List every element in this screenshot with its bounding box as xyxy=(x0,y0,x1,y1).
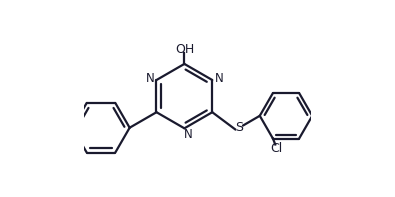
Text: OH: OH xyxy=(175,43,194,56)
Text: N: N xyxy=(145,72,154,85)
Text: N: N xyxy=(184,128,192,141)
Text: N: N xyxy=(214,72,223,85)
Text: Cl: Cl xyxy=(270,142,282,155)
Text: S: S xyxy=(235,121,243,134)
